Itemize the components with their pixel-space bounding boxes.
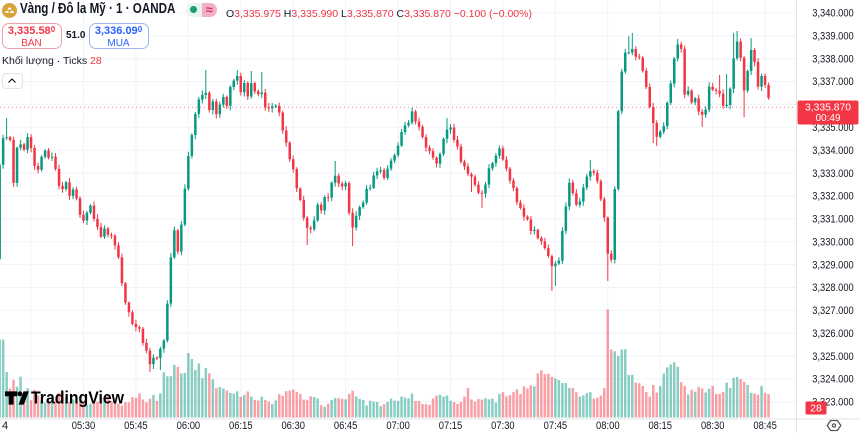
svg-text:4: 4 — [2, 420, 8, 432]
svg-text:3,337.000: 3,337.000 — [812, 76, 854, 88]
svg-text:3,325.000: 3,325.000 — [812, 351, 854, 363]
svg-text:3,333.000: 3,333.000 — [812, 168, 854, 180]
svg-text:3,331.000: 3,331.000 — [812, 214, 854, 226]
svg-text:3,338.000: 3,338.000 — [812, 53, 854, 65]
svg-text:06:15: 06:15 — [229, 420, 253, 432]
svg-text:08:00: 08:00 — [596, 420, 620, 432]
svg-text:TradingView: TradingView — [31, 389, 124, 407]
svg-text:3,326.000: 3,326.000 — [812, 328, 854, 340]
svg-text:3,335.000: 3,335.000 — [812, 122, 854, 134]
svg-text:3,328.000: 3,328.000 — [812, 282, 854, 294]
svg-text:3,327.000: 3,327.000 — [812, 305, 854, 317]
svg-text:07:00: 07:00 — [386, 420, 410, 432]
svg-text:08:30: 08:30 — [701, 420, 725, 432]
svg-text:05:45: 05:45 — [124, 420, 148, 432]
svg-text:3,339.000: 3,339.000 — [812, 31, 854, 43]
svg-text:07:45: 07:45 — [544, 420, 568, 432]
svg-text:28: 28 — [810, 403, 822, 415]
svg-text:3,340.000: 3,340.000 — [812, 8, 854, 20]
svg-text:3,324.000: 3,324.000 — [812, 374, 854, 386]
svg-text:07:30: 07:30 — [491, 420, 515, 432]
svg-text:05:30: 05:30 — [72, 420, 96, 432]
svg-text:08:45: 08:45 — [753, 420, 777, 432]
svg-text:3,334.000: 3,334.000 — [812, 145, 854, 157]
svg-text:06:30: 06:30 — [281, 420, 305, 432]
svg-text:3,329.000: 3,329.000 — [812, 259, 854, 271]
svg-text:3,330.000: 3,330.000 — [812, 236, 854, 248]
svg-text:00:49: 00:49 — [816, 112, 841, 124]
svg-text:07:15: 07:15 — [439, 420, 463, 432]
svg-text:08:15: 08:15 — [648, 420, 672, 432]
svg-text:06:00: 06:00 — [177, 420, 201, 432]
svg-text:06:45: 06:45 — [334, 420, 358, 432]
svg-text:3,335.870: 3,335.870 — [805, 102, 851, 114]
svg-text:3,332.000: 3,332.000 — [812, 191, 854, 203]
